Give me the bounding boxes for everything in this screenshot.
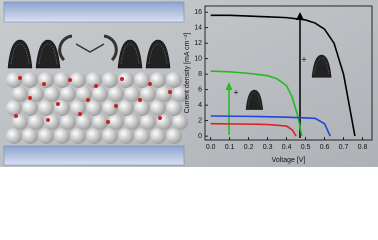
x-tick-label: 0.6 bbox=[320, 144, 330, 151]
y-tick-label: 16 bbox=[194, 9, 202, 16]
plot-frame bbox=[204, 5, 373, 141]
y-axis-label: Current density [mA cm⁻²] bbox=[184, 33, 191, 114]
y-tick-label: 4 bbox=[198, 102, 202, 109]
x-tick-label: 0.5 bbox=[301, 144, 311, 151]
x-tick-label: 0.1 bbox=[225, 144, 235, 151]
x-tick-label: 0.2 bbox=[244, 144, 254, 151]
y-tick-label: 0 bbox=[198, 133, 202, 140]
jv-chart: Voltage [V] Current density [mA cm⁻²] 0.… bbox=[184, 5, 373, 164]
x-tick-label: 0.0 bbox=[206, 144, 216, 151]
annotation: + bbox=[233, 87, 238, 97]
device-illustration bbox=[3, 1, 188, 166]
jv-curve bbox=[210, 122, 297, 137]
y-tick-label: 8 bbox=[198, 71, 202, 78]
annotation: + bbox=[301, 54, 306, 64]
y-tick-label: 2 bbox=[198, 117, 202, 124]
x-tick-label: 0.3 bbox=[263, 144, 273, 151]
jv-curve bbox=[210, 115, 331, 137]
graphical-abstract: Voltage [V] Current density [mA cm⁻²] 0.… bbox=[0, 0, 378, 167]
y-tick-label: 12 bbox=[194, 40, 202, 47]
jv-curve bbox=[210, 14, 356, 137]
x-tick-label: 0.8 bbox=[358, 144, 368, 151]
x-tick-label: 0.4 bbox=[282, 144, 292, 151]
y-tick-label: 14 bbox=[194, 25, 202, 32]
x-axis-label: Voltage [V] bbox=[272, 157, 306, 164]
y-tick-label: 10 bbox=[194, 56, 202, 63]
y-tick-label: 6 bbox=[198, 86, 202, 93]
x-tick-label: 0.7 bbox=[339, 144, 349, 151]
jv-curve bbox=[210, 70, 303, 137]
